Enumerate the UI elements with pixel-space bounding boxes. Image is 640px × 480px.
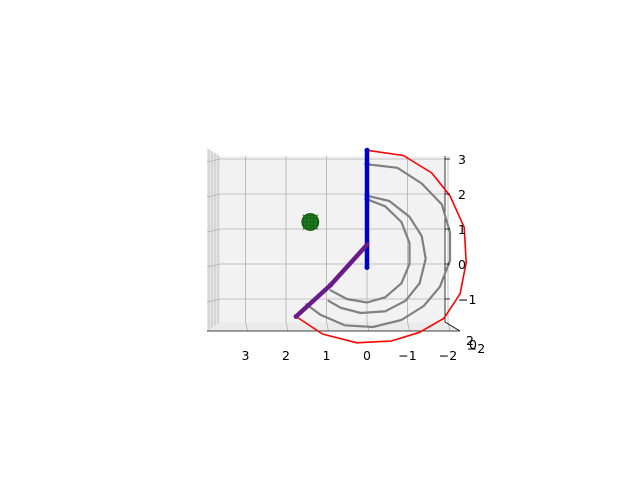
floor-gridline (326, 321, 329, 332)
trajectory-curve (329, 198, 411, 304)
x-tick-label: −1 (398, 348, 416, 363)
joint-marker (364, 242, 370, 248)
joint-marker (328, 282, 334, 288)
trajectory-curve (305, 163, 452, 329)
joint-marker (364, 161, 370, 167)
joint-marker (364, 147, 370, 153)
z-tick-label: −1 (458, 292, 476, 307)
x-tick-label: 0 (363, 348, 371, 363)
x-tick-label: 3 (242, 348, 250, 363)
back-pane (220, 156, 445, 322)
x-tick-label: −2 (439, 348, 457, 363)
x-tick-label: 1 (323, 348, 331, 363)
floor-gridline (407, 321, 410, 332)
floor-gridline (447, 321, 451, 332)
y-tick-label: 0 (469, 337, 477, 352)
joint-marker (364, 193, 370, 199)
trajectory-curve (295, 149, 468, 344)
y-axis-line (444, 321, 461, 332)
joint-marker (364, 196, 370, 202)
y-tick-label: −2 (467, 341, 485, 356)
trajectory-curve (327, 194, 427, 315)
floor-pane (207, 322, 460, 331)
z-tick-label: 0 (458, 257, 466, 272)
axis-lines (207, 156, 461, 332)
left-pane (207, 148, 220, 331)
joint-marker (293, 314, 299, 319)
joint-marker (364, 265, 370, 270)
z-tick-label: 1 (458, 222, 466, 237)
floor-gridline (245, 321, 248, 332)
z-tick-label: 2 (458, 187, 466, 202)
x-tick-label: 2 (282, 348, 290, 363)
data-series (293, 147, 468, 344)
z-tick-label: 3 (458, 152, 466, 167)
floor-gridline (285, 321, 289, 332)
y-tick-label: 2 (466, 333, 474, 348)
